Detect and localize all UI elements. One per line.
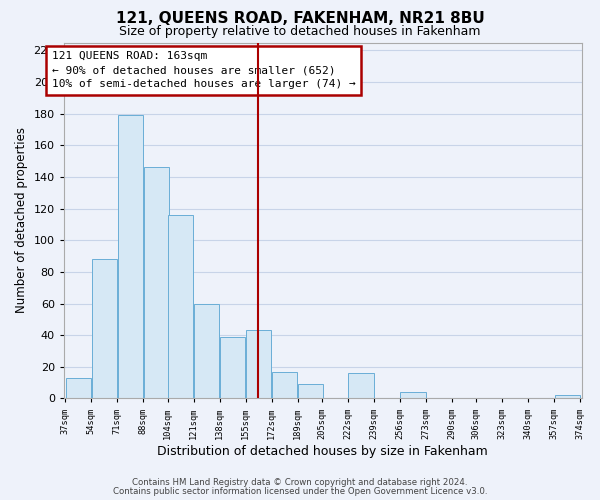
- Bar: [168, 215, 193, 398]
- Bar: [554, 396, 580, 398]
- Bar: [348, 373, 374, 398]
- Text: Contains public sector information licensed under the Open Government Licence v3: Contains public sector information licen…: [113, 487, 487, 496]
- Text: Contains HM Land Registry data © Crown copyright and database right 2024.: Contains HM Land Registry data © Crown c…: [132, 478, 468, 487]
- Bar: [118, 116, 143, 399]
- Bar: [298, 384, 323, 398]
- Text: 121 QUEENS ROAD: 163sqm
← 90% of detached houses are smaller (652)
10% of semi-d: 121 QUEENS ROAD: 163sqm ← 90% of detache…: [52, 52, 356, 90]
- Text: 121, QUEENS ROAD, FAKENHAM, NR21 8BU: 121, QUEENS ROAD, FAKENHAM, NR21 8BU: [116, 11, 484, 26]
- X-axis label: Distribution of detached houses by size in Fakenham: Distribution of detached houses by size …: [157, 444, 488, 458]
- Bar: [65, 378, 91, 398]
- Y-axis label: Number of detached properties: Number of detached properties: [15, 128, 28, 314]
- Bar: [246, 330, 271, 398]
- Text: Size of property relative to detached houses in Fakenham: Size of property relative to detached ho…: [119, 24, 481, 38]
- Bar: [220, 336, 245, 398]
- Bar: [143, 168, 169, 398]
- Bar: [272, 372, 298, 398]
- Bar: [92, 259, 117, 398]
- Bar: [194, 304, 220, 398]
- Bar: [400, 392, 426, 398]
